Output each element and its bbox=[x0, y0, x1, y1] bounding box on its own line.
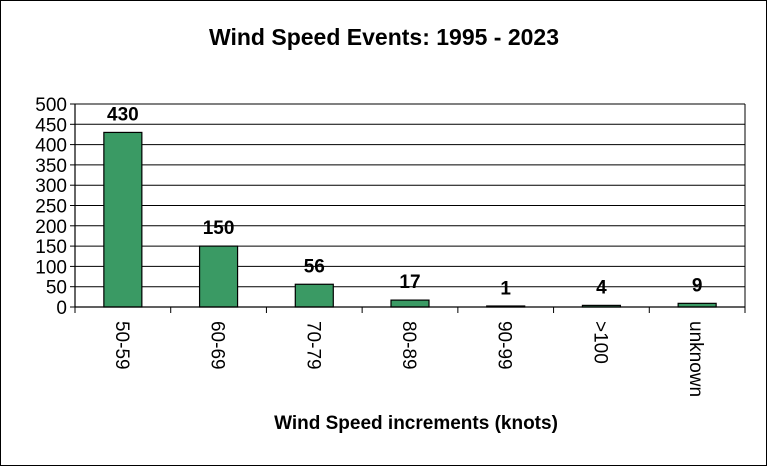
x-tick-labels: 50-59 60-69 70-79 80-89 90-99 >100 unknown bbox=[111, 321, 706, 397]
data-label: 430 bbox=[107, 104, 139, 125]
y-tick-label: 200 bbox=[35, 217, 67, 238]
gridlines bbox=[75, 103, 745, 288]
x-tick-label: 50-59 bbox=[111, 321, 132, 370]
data-label: 150 bbox=[203, 218, 235, 239]
x-axis-title: Wind Speed increments (knots) bbox=[274, 413, 558, 434]
data-labels: 430 150 56 17 1 4 9 bbox=[107, 104, 702, 299]
bar bbox=[390, 299, 430, 308]
bar bbox=[198, 245, 239, 308]
x-tick-label: 70-79 bbox=[302, 321, 323, 370]
bars bbox=[103, 131, 717, 308]
bar bbox=[103, 131, 143, 308]
data-label: 17 bbox=[399, 272, 420, 293]
y-tick-label: 300 bbox=[35, 176, 67, 197]
y-tick-label: 500 bbox=[35, 95, 67, 116]
y-tick-label: 0 bbox=[56, 298, 67, 319]
bar bbox=[294, 283, 334, 308]
x-tick-label: >100 bbox=[589, 321, 610, 364]
x-tick-label: 80-89 bbox=[398, 321, 419, 370]
x-tick-label: unknown bbox=[685, 321, 706, 397]
y-tick-label: 100 bbox=[35, 257, 67, 278]
data-label: 4 bbox=[596, 277, 607, 298]
y-tick-label: 350 bbox=[35, 156, 67, 177]
axes bbox=[70, 103, 746, 313]
y-tick-label: 250 bbox=[35, 197, 67, 218]
y-tick-label: 450 bbox=[35, 115, 67, 136]
data-label: 56 bbox=[304, 256, 325, 277]
y-tick-label: 150 bbox=[35, 237, 67, 258]
x-tick-label: 60-69 bbox=[207, 321, 228, 370]
y-tick-label: 50 bbox=[46, 278, 67, 299]
data-label: 1 bbox=[500, 279, 511, 300]
x-tick-label: 90-99 bbox=[494, 321, 515, 370]
y-tick-label: 400 bbox=[35, 136, 67, 157]
data-label: 9 bbox=[692, 275, 703, 296]
chart-title: Wind Speed Events: 1995 - 2023 bbox=[209, 24, 559, 50]
